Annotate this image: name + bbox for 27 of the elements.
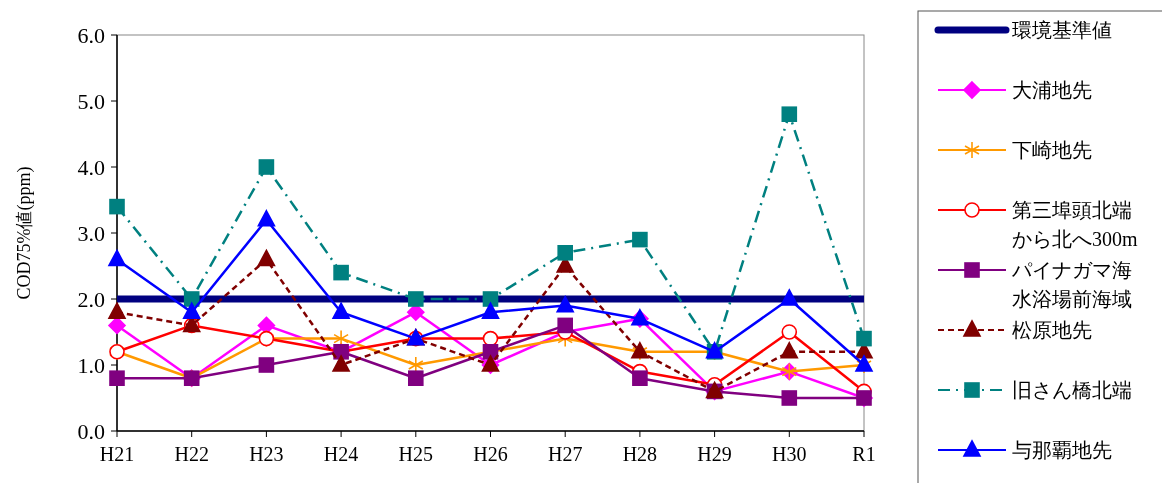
y-tick-label: 4.0 (77, 154, 105, 180)
x-tick-label: H22 (174, 443, 209, 465)
x-tick-label: H26 (473, 443, 508, 465)
x-tick-label: H29 (697, 443, 732, 465)
y-tick-label: 0.0 (77, 418, 105, 444)
x-tick-label: R1 (852, 443, 876, 465)
x-tick-label: H24 (323, 443, 359, 465)
y-tick-label: 3.0 (77, 220, 105, 246)
y-tick-label: 6.0 (77, 22, 105, 48)
legend-label: 環境基準値 (1012, 19, 1112, 41)
y-tick-label: 2.0 (77, 286, 105, 312)
y-tick-label: 5.0 (77, 88, 105, 114)
legend-label: 松原地先 (1012, 319, 1092, 341)
legend-label: 旧さん橋北端 (1012, 379, 1132, 401)
x-tick-label: H28 (622, 443, 658, 465)
legend-label: 大浦地先 (1012, 79, 1092, 101)
legend-label: パイナガマ海水浴場前海域 (1011, 259, 1132, 310)
x-tick-label: H25 (398, 443, 434, 465)
y-tick-label: 1.0 (77, 352, 105, 378)
legend-label: 下崎地先 (1012, 139, 1092, 161)
legend-label: 第三埠頭北端から北へ300m (1012, 199, 1138, 250)
legend-label: 与那覇地先 (1012, 439, 1112, 461)
x-tick-label: H27 (547, 443, 583, 465)
x-tick-label: H21 (99, 443, 135, 465)
y-axis-title: COD75%値(ppm) (14, 166, 35, 300)
x-tick-label: H23 (249, 443, 284, 465)
x-tick-label: H30 (772, 443, 807, 465)
